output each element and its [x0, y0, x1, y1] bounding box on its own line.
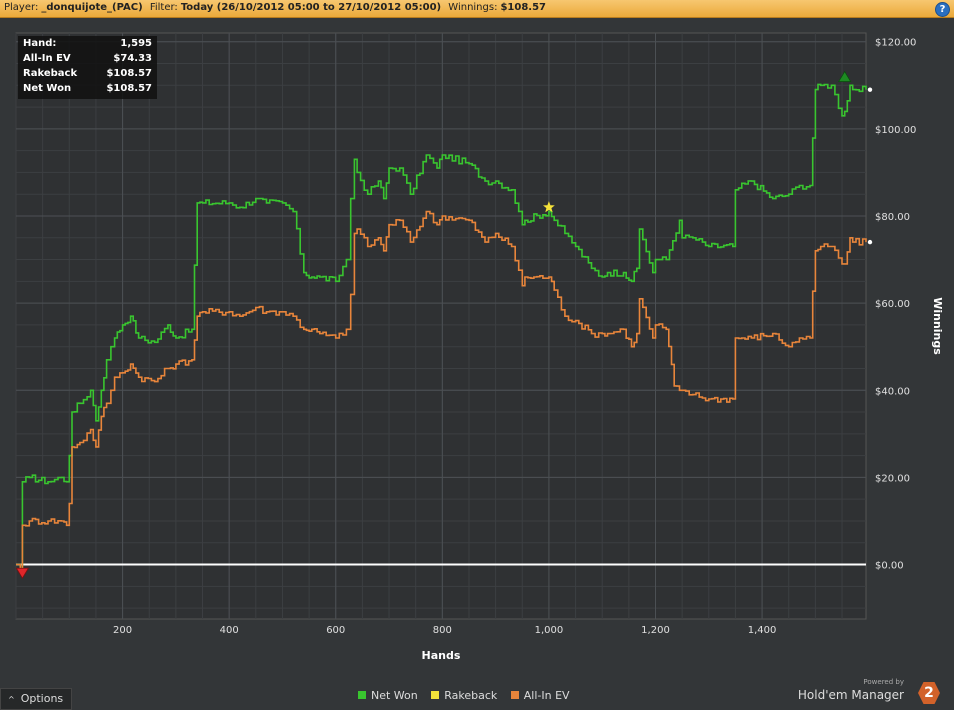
star-icon: [543, 201, 555, 213]
y-axis-ticks: $0.00 $20.00 $40.00 $60.00 $80.00 $100.00 $120…: [875, 38, 916, 572]
x-tick-label: 600: [326, 625, 345, 636]
stat-value: $108.57: [106, 83, 152, 94]
legend-item-net-won[interactable]: Net Won: [358, 689, 418, 703]
stat-label: Hand:: [23, 38, 57, 49]
y-tick-label: $80.00: [875, 212, 910, 223]
series-lines: [16, 83, 873, 570]
stat-value: $74.33: [113, 53, 152, 64]
player-label: Player:: [4, 2, 39, 13]
player-value: _donquijote_(PAC): [41, 2, 143, 13]
options-label: Options: [20, 692, 64, 705]
legend-item-allin-ev[interactable]: All-In EV: [510, 689, 570, 703]
filter-value: Today (26/10/2012 05:00 to 27/10/2012 05…: [180, 2, 442, 13]
legend-swatch: [358, 691, 366, 699]
options-button[interactable]: ^ Options: [0, 688, 72, 710]
legend-label: Rakeback: [444, 689, 498, 702]
stat-row-net-won: Net Won $108.57: [18, 81, 157, 96]
x-tick-label: 200: [113, 625, 132, 636]
stat-label: Net Won: [23, 83, 72, 94]
branding: Powered by Hold'em Manager 2: [784, 678, 944, 708]
stat-label: Rakeback: [23, 68, 78, 79]
up-triangle-icon: [837, 70, 852, 82]
series-line-all-in-ev: [16, 210, 867, 570]
stat-row-hand: Hand: 1,595: [18, 36, 157, 51]
grid: [15, 33, 866, 619]
powered-by-text: Powered by: [863, 678, 904, 686]
legend-item-rakeback[interactable]: Rakeback: [431, 689, 497, 703]
x-tick-label: 400: [220, 625, 239, 636]
legend-label: All-In EV: [523, 689, 570, 702]
down-triangle-icon: [15, 567, 30, 580]
stat-row-rakeback: Rakeback $108.57: [18, 66, 157, 81]
plot-area: [15, 32, 867, 620]
winnings-chart: 200 400 600 800 1,000 1,200 1,400 $0.00$20.00$…: [15, 32, 944, 662]
x-tick-label: 1,400: [748, 625, 777, 636]
stat-value: 1,595: [120, 38, 152, 49]
series-end-marker: [867, 239, 873, 245]
hm2-logo-icon: 2: [918, 682, 940, 704]
question-icon[interactable]: ?: [935, 2, 950, 17]
legend-label: Net Won: [371, 689, 418, 702]
x-tick-label: 1,200: [641, 625, 670, 636]
annotations: [15, 70, 852, 580]
caret-up-icon: ^: [8, 695, 15, 704]
stat-value: $108.57: [106, 68, 152, 79]
series-end-marker: [867, 87, 873, 92]
legend-swatch: [431, 691, 440, 699]
stats-box: Hand: 1,595 All-In EV $74.33 Rakeback $1…: [18, 36, 157, 99]
header-bar: Player: _donquijote_(PAC) Filter: Today (2…: [0, 0, 954, 18]
x-tick-label: 1,000: [535, 625, 564, 636]
winnings-value: $108.57: [500, 2, 546, 13]
x-axis-ticks: 200 400 600 800 1,000 1,200 1,400: [113, 625, 776, 636]
x-tick-label: 800: [433, 625, 452, 636]
y-tick-label: $60.00: [875, 299, 910, 310]
y-tick-label: $100.00: [875, 125, 916, 136]
y-tick-label: $0.00: [875, 561, 904, 572]
stat-row-allin-ev: All-In EV $74.33: [18, 51, 157, 66]
winnings-label: Winnings:: [448, 2, 498, 13]
legend: Net Won Rakeback All-In EV: [358, 689, 580, 703]
brand-name: Hold'em Manager: [797, 688, 904, 702]
y-tick-label: $120.00: [875, 38, 916, 49]
y-axis-label: Winnings: [931, 297, 944, 355]
x-axis-label: Hands: [422, 649, 461, 662]
filter-label: Filter:: [149, 2, 178, 13]
y-tick-label: $40.00: [875, 386, 910, 397]
stat-label: All-In EV: [23, 53, 71, 64]
series-line-net-won: [16, 83, 867, 570]
legend-swatch: [510, 691, 519, 699]
y-tick-label: $20.00: [875, 473, 910, 484]
